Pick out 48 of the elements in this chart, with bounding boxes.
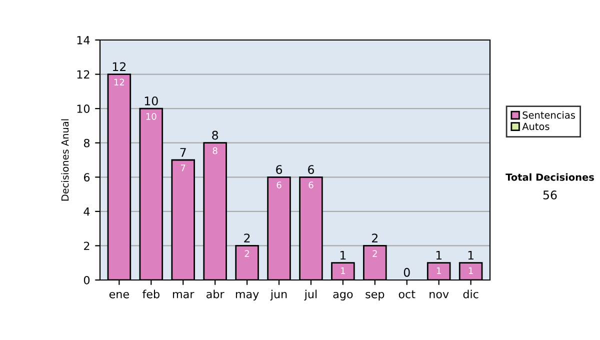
data-label: 6 <box>276 182 282 188</box>
total-label: 6 <box>308 165 314 174</box>
total-label: 12 <box>112 62 126 71</box>
y-tick-label: 10 <box>77 104 90 113</box>
y-tick-label: 12 <box>77 70 90 79</box>
x-tick-label: may <box>236 292 259 300</box>
total-label: 1 <box>436 250 442 260</box>
text: Total Decisiones <box>506 173 594 181</box>
data-label: 1 <box>436 267 441 274</box>
total-label: 2 <box>244 234 250 242</box>
x-tick-label: oct <box>398 290 416 298</box>
legend-label: Sentencias <box>522 111 575 119</box>
x-tick-label: dic <box>463 290 478 298</box>
data-label: 8 <box>212 147 218 154</box>
x-tick-label: ago <box>333 292 353 300</box>
x-tick-label: jun <box>270 290 287 300</box>
total-label: 1 <box>468 250 474 260</box>
data-label: 2 <box>372 250 377 257</box>
x-tick-label: nov <box>430 292 449 298</box>
total-label: 2 <box>372 234 378 242</box>
data-label: 1 <box>468 267 473 274</box>
data-label: 7 <box>180 164 186 172</box>
data-label: 1 <box>341 267 345 274</box>
y-tick-label: 14 <box>77 36 90 44</box>
text: 56 <box>543 190 557 200</box>
total-label: 8 <box>212 130 218 140</box>
y-tick-label: 8 <box>84 138 90 148</box>
y-tick-label: 0 <box>84 276 90 284</box>
y-tick-label: 4 <box>84 208 90 216</box>
total-label: 1 <box>340 250 346 260</box>
x-tick-label: mar <box>173 292 194 298</box>
x-tick-label: jul <box>304 290 317 300</box>
data-label: 6 <box>308 182 314 188</box>
y-tick-label: 6 <box>84 173 90 182</box>
data-label: 2 <box>244 250 250 257</box>
total-label: 6 <box>276 165 282 174</box>
y-axis-title: Decisiones Anual <box>61 119 69 201</box>
total-label: 10 <box>144 96 158 106</box>
legend-label: Autos <box>522 122 550 130</box>
total-label: 7 <box>180 148 186 157</box>
data-label: 10 <box>146 113 156 120</box>
x-tick-label: ene <box>109 292 129 298</box>
x-tick-label: abr <box>206 290 224 298</box>
data-label: 12 <box>114 78 124 86</box>
x-tick-label: sep <box>366 292 384 300</box>
y-tick-label: 2 <box>84 242 90 250</box>
total-label: 0 <box>404 268 410 277</box>
x-tick-label: feb <box>142 290 160 298</box>
